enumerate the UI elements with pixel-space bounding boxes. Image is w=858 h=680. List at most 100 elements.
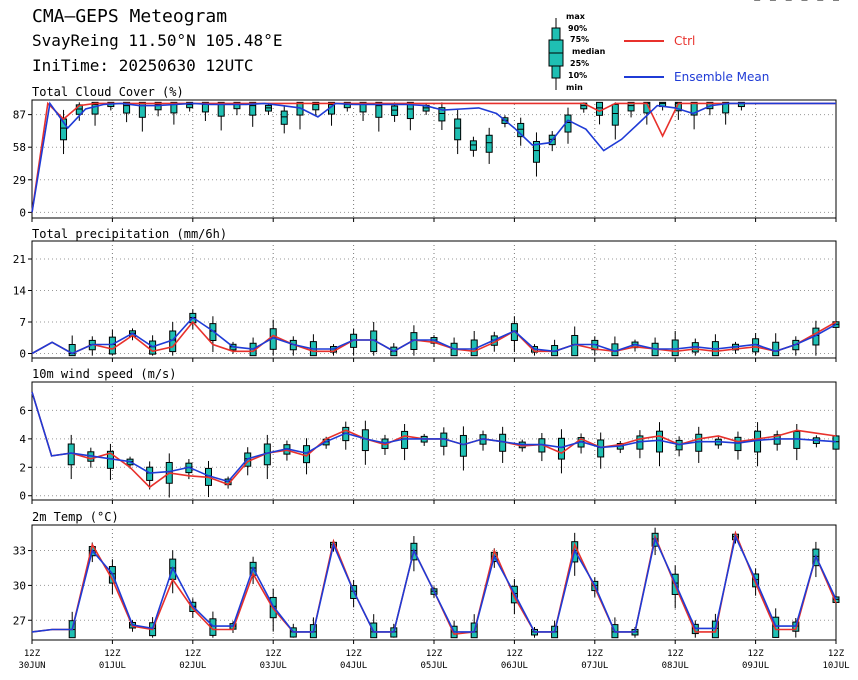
x-tick-date-label: 30JUN	[18, 661, 45, 671]
y-tick-label: 27	[13, 614, 26, 627]
y-tick-label: 7	[19, 316, 26, 329]
ensemble-box	[233, 101, 241, 110]
ensemble-box	[772, 341, 780, 357]
x-tick-hour-label: 12Z	[265, 649, 282, 659]
ensemble-box	[375, 101, 383, 118]
legend-label-p10: 10%	[568, 71, 588, 80]
x-tick-hour-label: 12Z	[506, 649, 523, 659]
ensemble-box	[391, 105, 399, 116]
ensemble-box	[754, 430, 762, 453]
y-tick-label: 0	[19, 490, 26, 503]
panel-title-precip: Total precipitation (mm/6h)	[32, 227, 228, 241]
x-tick-hour-label: 12Z	[104, 649, 121, 659]
ensemble-box	[485, 134, 493, 153]
mean-series-line	[31, 391, 837, 483]
ensemble-box	[123, 101, 131, 114]
ensemble-box	[170, 101, 178, 114]
ensemble-box	[656, 430, 664, 453]
legend-label-p75: 75%	[570, 35, 590, 44]
ensemble-box	[690, 101, 698, 116]
x-tick-date-label: 05JUL	[420, 661, 447, 671]
ensemble-box	[454, 118, 462, 141]
y-tick-label: 58	[13, 141, 26, 154]
panel-title-cloud: Total Cloud Cover (%)	[32, 85, 184, 99]
ensemble-box	[532, 140, 540, 163]
x-tick-hour-label: 12Z	[667, 649, 684, 659]
ensemble-box	[722, 101, 730, 114]
ensemble-box	[674, 101, 682, 112]
ensemble-box	[312, 101, 320, 111]
x-tick-date-label: 06JUL	[501, 661, 528, 671]
ensemble-box	[671, 339, 679, 357]
ensemble-box	[406, 101, 414, 120]
ensemble-box	[734, 436, 742, 452]
y-tick-label: 87	[13, 109, 26, 122]
x-tick-hour-label: 12Z	[185, 649, 202, 659]
y-tick-label: 33	[13, 545, 26, 558]
ensemble-box	[469, 140, 477, 151]
x-tick-hour-label: 12Z	[747, 649, 764, 659]
ensemble-box	[359, 101, 367, 113]
init-time-label: IniTime: 20250630 12UTC	[32, 56, 254, 75]
legend-label-median: median	[572, 47, 606, 56]
panel-3: 27 30 33	[13, 524, 840, 644]
legend-mean-label: Ensemble Mean	[674, 70, 770, 84]
x-tick-date-label: 09JUL	[742, 661, 769, 671]
ensemble-box	[280, 110, 288, 125]
ensemble-box	[146, 466, 154, 481]
ensemble-box	[772, 616, 780, 638]
ensemble-box	[68, 343, 76, 357]
mean-series-line	[31, 316, 837, 355]
panel-1: 0 7 14 21	[13, 240, 840, 362]
legend-label-p90: 90%	[568, 24, 588, 33]
y-tick-label: 21	[13, 253, 26, 266]
y-tick-label: 30	[13, 579, 26, 592]
ensemble-box	[517, 122, 525, 138]
ensemble-box	[217, 101, 225, 117]
ensemble-box	[557, 437, 565, 460]
y-tick-label: 0	[19, 348, 26, 361]
y-tick-label: 2	[19, 461, 26, 474]
y-tick-label: 0	[19, 206, 26, 219]
ensemble-box	[209, 323, 217, 341]
location-label: SvayReing 11.50°N 105.48°E	[32, 31, 283, 50]
x-tick-date-label: 01JUL	[99, 661, 126, 671]
y-tick-label: 6	[19, 404, 26, 417]
x-tick-date-label: 08JUL	[662, 661, 689, 671]
ensemble-box	[438, 107, 446, 122]
ctrl-series-line	[31, 101, 836, 213]
panel-2: 0 2 4 6	[19, 381, 840, 504]
ensemble-box	[627, 101, 635, 112]
mean-series-line	[31, 534, 837, 633]
panel-title-wind: 10m wind speed (m/s)	[32, 367, 177, 381]
x-tick-hour-label: 12Z	[426, 649, 443, 659]
ensemble-box	[249, 101, 257, 116]
ctrl-series-line	[31, 320, 837, 355]
x-tick-date-label: 07JUL	[581, 661, 608, 671]
ensemble-box	[138, 101, 146, 118]
ensemble-box	[643, 101, 651, 114]
ensemble-box	[459, 434, 467, 457]
ensemble-box	[832, 435, 840, 450]
legend-ctrl-label: Ctrl	[674, 34, 696, 48]
panel-0: 0 29 58 87	[13, 0, 839, 222]
legend-label-p25: 25%	[570, 59, 590, 68]
ensemble-box	[91, 101, 99, 115]
x-tick-date-label: 03JUL	[260, 661, 287, 671]
mean-series-line	[31, 101, 836, 213]
ensemble-box	[737, 101, 745, 108]
ensemble-box	[793, 430, 801, 449]
x-tick-hour-label: 12Z	[828, 649, 845, 659]
legend-label-min: min	[566, 83, 583, 92]
y-tick-label: 29	[13, 174, 26, 187]
y-tick-label: 14	[13, 285, 27, 298]
panel-title-temp: 2m Temp (°C)	[32, 510, 119, 524]
ensemble-box	[597, 439, 605, 458]
legend-label-max: max	[566, 12, 585, 21]
x-tick-hour-label: 12Z	[24, 649, 41, 659]
meteogram-title: CMA—GEPS Meteogram	[32, 6, 228, 27]
x-tick-hour-label: 12Z	[587, 649, 604, 659]
x-tick-date-label: 10JUL	[822, 661, 849, 671]
ensemble-box	[596, 101, 604, 116]
